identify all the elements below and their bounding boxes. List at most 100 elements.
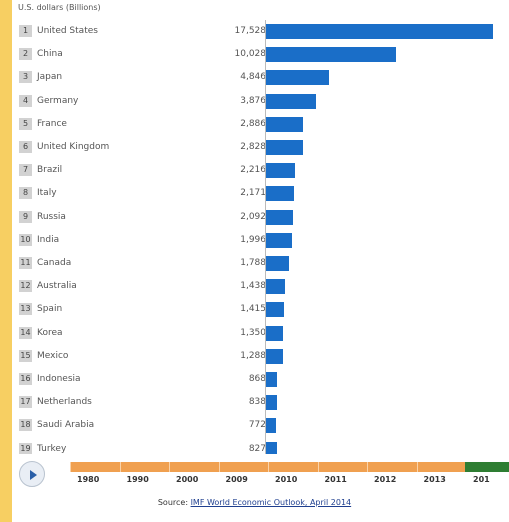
value-label: 2,828 [240, 141, 266, 153]
country-label: India [37, 234, 59, 246]
table-row: 9 Russia 2,092 [17, 206, 509, 229]
table-row: 18 Saudi Arabia 772 [17, 414, 509, 437]
value-bar[interactable] [266, 418, 276, 433]
timeline-year-label[interactable]: 2000 [176, 475, 198, 484]
value-label: 1,415 [240, 303, 266, 315]
value-label: 2,092 [240, 211, 266, 223]
source-note: Source: IMF World Economic Outlook, Apri… [0, 498, 509, 507]
rank-badge: 15 [19, 350, 32, 362]
value-bar[interactable] [266, 94, 316, 109]
timeline-segment[interactable] [219, 462, 269, 472]
country-label: China [37, 48, 63, 60]
value-label: 2,216 [240, 164, 266, 176]
timeline-year-label[interactable]: 2011 [325, 475, 347, 484]
value-bar[interactable] [266, 117, 303, 132]
rank-badge: 9 [19, 211, 32, 223]
year-timeline: 1980 1990 2000 2009 2010 2011 2012 2013 201 [17, 458, 509, 492]
value-label: 1,788 [240, 257, 266, 269]
rank-badge: 8 [19, 187, 32, 199]
value-bar[interactable] [266, 186, 294, 201]
country-label: France [37, 118, 67, 130]
table-row: 13 Spain 1,415 [17, 298, 509, 321]
value-label: 827 [249, 443, 266, 454]
country-label: Korea [37, 327, 63, 339]
rank-badge: 16 [19, 373, 32, 385]
value-label: 3,876 [240, 95, 266, 107]
value-bar[interactable] [266, 70, 329, 85]
value-bar[interactable] [266, 140, 303, 155]
value-bar[interactable] [266, 279, 285, 294]
value-label: 772 [249, 419, 266, 431]
timeline-current-year-marker[interactable] [465, 462, 509, 472]
value-bar[interactable] [266, 256, 289, 271]
rank-badge: 2 [19, 48, 32, 60]
timeline-segment[interactable] [70, 462, 120, 472]
value-bar[interactable] [266, 210, 293, 225]
table-row: 6 United Kingdom 2,828 [17, 136, 509, 159]
rank-badge: 10 [19, 234, 32, 246]
source-link[interactable]: IMF World Economic Outlook, April 2014 [191, 498, 352, 507]
country-label: Turkey [37, 443, 66, 454]
table-row: 4 Germany 3,876 [17, 90, 509, 113]
country-label: Mexico [37, 350, 68, 362]
table-row: 5 France 2,886 [17, 113, 509, 136]
timeline-segment[interactable] [169, 462, 219, 472]
value-label: 10,028 [235, 48, 267, 60]
value-bar[interactable] [266, 302, 284, 317]
value-bar[interactable] [266, 442, 277, 454]
value-bar[interactable] [266, 47, 396, 62]
timeline-year-label[interactable]: 1980 [77, 475, 99, 484]
value-label: 1,438 [240, 280, 266, 292]
rank-badge: 4 [19, 95, 32, 107]
table-row: 10 India 1,996 [17, 229, 509, 252]
play-button[interactable] [19, 461, 45, 487]
rank-badge: 5 [19, 118, 32, 130]
timeline-year-label[interactable]: 2013 [424, 475, 446, 484]
timeline-year-label[interactable]: 2009 [226, 475, 248, 484]
table-row: 3 Japan 4,846 [17, 66, 509, 89]
rank-badge: 14 [19, 327, 32, 339]
value-label: 1,350 [240, 327, 266, 339]
table-row: 17 Netherlands 838 [17, 391, 509, 414]
rank-badge: 12 [19, 280, 32, 292]
timeline-year-label[interactable]: 2010 [275, 475, 297, 484]
value-bar[interactable] [266, 233, 292, 248]
country-label: Saudi Arabia [37, 419, 94, 431]
value-label: 868 [249, 373, 266, 385]
rank-badge: 6 [19, 141, 32, 153]
timeline-year-label[interactable]: 1990 [127, 475, 149, 484]
rank-badge: 18 [19, 419, 32, 431]
country-label: Japan [37, 71, 62, 83]
value-bar[interactable] [266, 24, 493, 39]
source-prefix: Source: [158, 498, 191, 507]
value-bar[interactable] [266, 349, 283, 364]
table-row: 7 Brazil 2,216 [17, 159, 509, 182]
play-icon [30, 470, 37, 480]
bar-baseline [265, 20, 266, 454]
value-bar[interactable] [266, 326, 283, 341]
value-bar[interactable] [266, 395, 277, 410]
timeline-year-label[interactable]: 2012 [374, 475, 396, 484]
table-row: 2 China 10,028 [17, 43, 509, 66]
table-row: 16 Indonesia 868 [17, 368, 509, 391]
country-label: United Kingdom [37, 141, 109, 153]
value-bar[interactable] [266, 372, 277, 387]
timeline-year-label[interactable]: 201 [473, 475, 490, 484]
rank-badge: 19 [19, 443, 32, 454]
left-accent-strip [0, 0, 12, 522]
timeline-segment[interactable] [367, 462, 417, 472]
timeline-slider[interactable] [70, 462, 509, 472]
timeline-segment[interactable] [120, 462, 170, 472]
value-bar[interactable] [266, 163, 295, 178]
value-label: 2,171 [240, 187, 266, 199]
country-label: Indonesia [37, 373, 81, 385]
table-row: 12 Australia 1,438 [17, 275, 509, 298]
timeline-segment[interactable] [318, 462, 368, 472]
ranking-bar-chart: 1 United States 17,528 2 China 10,028 3 Japan 4,… [17, 20, 509, 454]
rank-badge: 7 [19, 164, 32, 176]
table-row: 14 Korea 1,350 [17, 322, 509, 345]
timeline-segment[interactable] [417, 462, 467, 472]
timeline-segment[interactable] [268, 462, 318, 472]
value-label: 4,846 [240, 71, 266, 83]
value-label: 2,886 [240, 118, 266, 130]
